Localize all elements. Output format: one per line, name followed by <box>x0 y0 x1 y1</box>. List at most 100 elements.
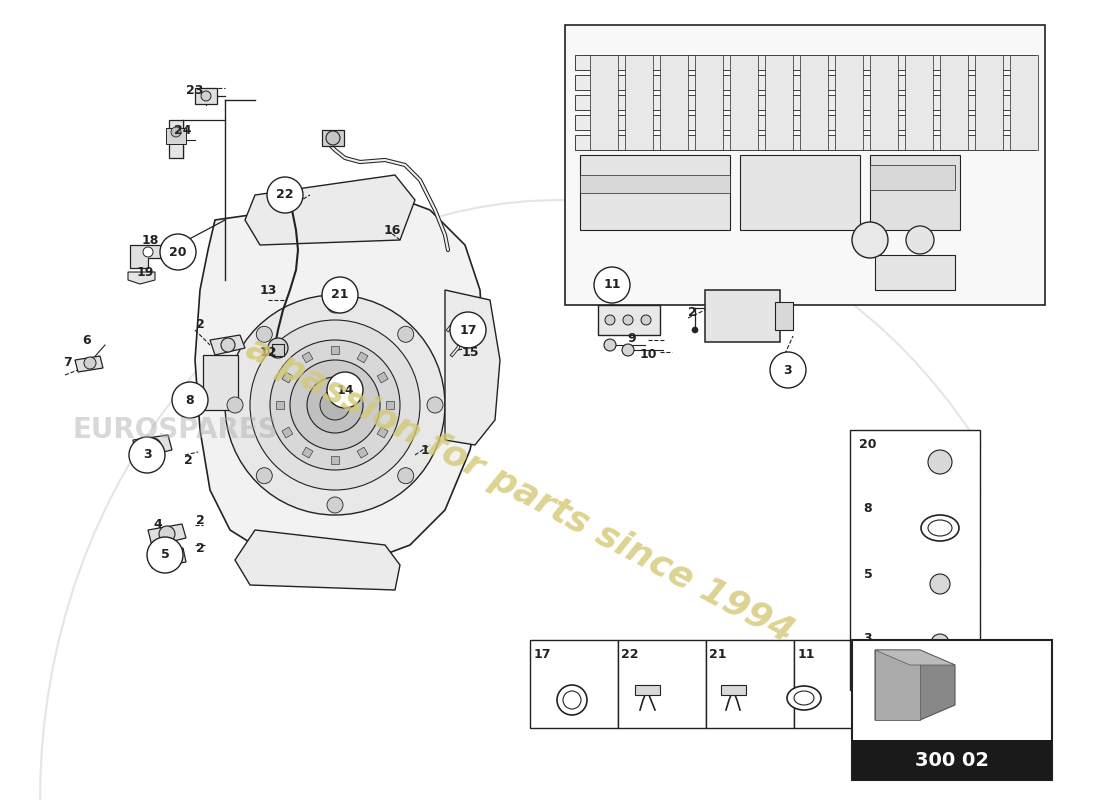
Bar <box>705 290 780 342</box>
Circle shape <box>621 344 634 356</box>
Text: 7: 7 <box>63 355 72 369</box>
Circle shape <box>256 468 273 484</box>
Circle shape <box>227 397 243 413</box>
Text: 11: 11 <box>603 278 620 291</box>
Circle shape <box>129 437 165 473</box>
Text: 2: 2 <box>196 514 205 526</box>
Bar <box>322 130 344 146</box>
Bar <box>575 115 1035 130</box>
Bar <box>575 75 1035 90</box>
Bar <box>358 352 368 363</box>
Text: 6: 6 <box>82 334 91 346</box>
Ellipse shape <box>921 515 959 541</box>
Polygon shape <box>446 290 501 445</box>
Text: 22: 22 <box>276 189 294 202</box>
Bar <box>905 55 933 150</box>
Circle shape <box>852 222 888 258</box>
Circle shape <box>327 372 363 408</box>
Bar <box>835 55 864 150</box>
Polygon shape <box>148 524 186 546</box>
Text: 22: 22 <box>621 647 639 661</box>
Text: 3: 3 <box>783 363 792 377</box>
Text: 11: 11 <box>798 647 815 661</box>
Bar <box>598 305 660 335</box>
Bar <box>575 135 1035 150</box>
Text: 3: 3 <box>864 633 872 646</box>
Text: 9: 9 <box>628 331 636 345</box>
Circle shape <box>267 177 303 213</box>
Polygon shape <box>130 245 165 268</box>
Bar <box>302 352 313 363</box>
Circle shape <box>398 326 414 342</box>
Circle shape <box>604 339 616 351</box>
Circle shape <box>172 382 208 418</box>
Polygon shape <box>128 272 155 284</box>
Ellipse shape <box>794 691 814 705</box>
Bar <box>331 456 339 464</box>
Circle shape <box>143 247 153 257</box>
Bar <box>590 55 618 150</box>
Text: 23: 23 <box>186 83 204 97</box>
Circle shape <box>256 326 273 342</box>
Bar <box>580 175 730 193</box>
Bar <box>276 401 284 409</box>
Circle shape <box>221 338 235 352</box>
Circle shape <box>623 315 632 325</box>
Circle shape <box>160 526 175 542</box>
Circle shape <box>160 550 176 566</box>
Circle shape <box>931 634 949 652</box>
Bar <box>331 346 339 354</box>
Circle shape <box>226 295 446 515</box>
Circle shape <box>160 234 196 270</box>
Text: EUROSPARES: EUROSPARES <box>73 416 278 444</box>
Circle shape <box>594 267 630 303</box>
Circle shape <box>605 315 615 325</box>
Text: 21: 21 <box>331 289 349 302</box>
Circle shape <box>268 338 288 358</box>
Circle shape <box>427 397 443 413</box>
Bar <box>870 165 955 190</box>
Bar <box>720 685 746 695</box>
Text: 10: 10 <box>639 349 657 362</box>
Circle shape <box>692 327 698 333</box>
Circle shape <box>641 315 651 325</box>
Bar <box>377 372 388 383</box>
Text: 8: 8 <box>864 502 872 515</box>
Text: 14: 14 <box>886 647 903 661</box>
Bar <box>635 685 660 695</box>
Circle shape <box>145 438 161 454</box>
Bar <box>195 88 217 104</box>
Bar <box>530 640 618 728</box>
Polygon shape <box>210 335 245 355</box>
Bar <box>800 55 828 150</box>
Circle shape <box>170 127 182 137</box>
Text: 21: 21 <box>710 647 727 661</box>
Bar <box>882 640 970 728</box>
Text: 24: 24 <box>174 123 191 137</box>
Circle shape <box>398 468 414 484</box>
Bar <box>975 55 1003 150</box>
Text: 16: 16 <box>383 223 400 237</box>
Bar <box>940 55 968 150</box>
Ellipse shape <box>786 686 821 710</box>
Text: 18: 18 <box>141 234 158 246</box>
Bar <box>565 25 1045 305</box>
Bar <box>870 55 898 150</box>
Polygon shape <box>148 548 186 568</box>
Circle shape <box>270 340 400 470</box>
Polygon shape <box>874 650 920 720</box>
Circle shape <box>250 320 420 490</box>
Text: a passion for parts since 1994: a passion for parts since 1994 <box>241 330 800 650</box>
Bar <box>1010 55 1038 150</box>
Circle shape <box>327 497 343 513</box>
Bar <box>282 427 293 438</box>
Text: 17: 17 <box>534 647 551 661</box>
Ellipse shape <box>928 520 952 536</box>
Bar <box>695 55 723 150</box>
Text: 20: 20 <box>859 438 877 450</box>
Bar <box>377 427 388 438</box>
Ellipse shape <box>874 685 911 711</box>
Bar <box>625 55 653 150</box>
Bar <box>776 302 793 330</box>
Text: 2: 2 <box>196 318 205 331</box>
